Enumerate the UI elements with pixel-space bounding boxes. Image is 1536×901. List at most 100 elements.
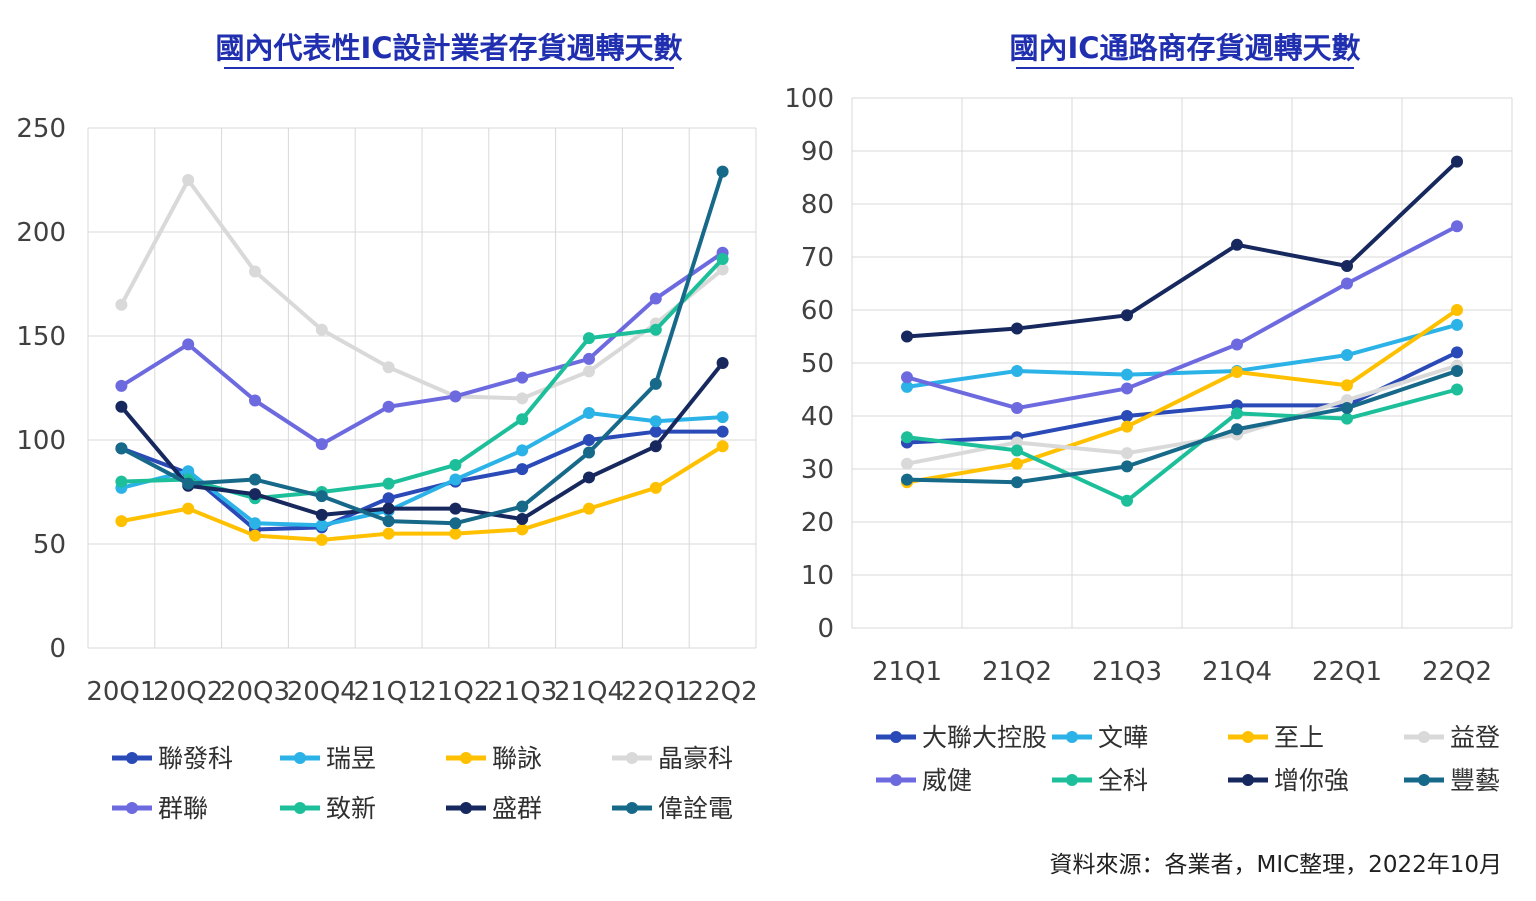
y-tick-label: 90 (801, 137, 834, 167)
right-series (901, 155, 1463, 507)
data-point (249, 517, 261, 530)
x-tick-label: 21Q1 (354, 677, 424, 707)
legend-item: 偉詮電 (612, 794, 733, 823)
series-line (905, 363, 1459, 466)
y-tick-label: 20 (801, 508, 834, 538)
data-point (1231, 423, 1243, 436)
data-point (1451, 318, 1463, 331)
data-point (516, 371, 529, 384)
x-tick-label: 21Q4 (1202, 657, 1272, 687)
data-point (583, 471, 595, 484)
y-tick-label: 50 (801, 349, 834, 379)
legend-label: 盛群 (492, 794, 542, 823)
data-point (516, 392, 529, 405)
data-point (115, 298, 128, 311)
data-point (1341, 412, 1353, 425)
data-point (901, 330, 913, 343)
data-point (901, 431, 913, 444)
data-point (901, 380, 913, 393)
data-point (1341, 260, 1353, 273)
data-point (1121, 382, 1133, 395)
legend-item: 增你強 (1228, 766, 1349, 795)
data-point (583, 434, 595, 446)
data-point (901, 473, 913, 486)
data-point (583, 365, 595, 378)
data-point (115, 379, 128, 392)
data-point (1011, 402, 1023, 415)
data-point (449, 390, 462, 403)
series-line (119, 429, 725, 532)
series-5 (115, 246, 729, 451)
legend-item: 晶豪科 (612, 744, 733, 773)
data-point (583, 406, 595, 419)
data-point (1341, 277, 1353, 290)
series-line (119, 444, 725, 542)
x-tick-label: 22Q1 (621, 677, 691, 707)
legend-label: 聯詠 (492, 744, 542, 773)
data-point (1341, 379, 1353, 392)
data-point (449, 517, 462, 530)
y-tick-label: 70 (801, 243, 834, 273)
data-point (115, 475, 128, 488)
data-point (583, 502, 595, 515)
series-line (905, 350, 1459, 445)
data-point (1451, 383, 1463, 396)
y-tick-label: 10 (801, 561, 834, 591)
series-8 (115, 165, 729, 530)
legend-swatch-marker (626, 802, 638, 814)
data-point (516, 523, 529, 536)
x-tick-label: 21Q2 (982, 657, 1052, 687)
data-point (182, 338, 195, 351)
data-point (115, 442, 128, 455)
x-tick-label: 21Q3 (1092, 657, 1162, 687)
data-point (1451, 346, 1463, 359)
data-point (1341, 402, 1353, 415)
data-point (516, 413, 529, 426)
legend-label: 至上 (1274, 723, 1324, 752)
x-tick-label: 21Q4 (554, 677, 624, 707)
data-point (649, 415, 662, 428)
data-point (449, 527, 462, 540)
data-point (516, 463, 529, 476)
data-point (716, 357, 729, 370)
y-tick-label: 50 (33, 530, 66, 560)
y-tick-label: 250 (16, 114, 66, 144)
data-point (1451, 364, 1463, 377)
legend-swatch-marker (1242, 774, 1254, 786)
y-tick-label: 0 (817, 614, 834, 644)
data-point (716, 411, 729, 424)
data-point (649, 425, 662, 438)
data-point (649, 440, 662, 453)
legend-label: 群聯 (158, 794, 208, 823)
legend-item: 盛群 (446, 794, 542, 823)
data-point (1121, 494, 1133, 507)
legend-label: 益登 (1450, 723, 1500, 752)
series-line (119, 250, 725, 447)
data-point (449, 502, 462, 515)
legend-label: 增你強 (1274, 766, 1349, 795)
data-point (1231, 407, 1243, 420)
series-3 (115, 440, 729, 546)
y-tick-label: 30 (801, 455, 834, 485)
data-point (249, 473, 261, 486)
data-point (382, 361, 395, 374)
data-point (382, 492, 395, 505)
data-point (1121, 447, 1133, 460)
legend-label: 偉詮電 (658, 794, 733, 823)
legend-item: 全科 (1052, 766, 1148, 795)
legend-label: 全科 (1098, 766, 1148, 795)
legend-label: 大聯大控股 (922, 723, 1047, 752)
data-point (516, 500, 529, 513)
legend-label: 文曄 (1098, 723, 1148, 752)
legend-swatch-marker (626, 752, 638, 764)
data-point (249, 265, 261, 278)
y-tick-label: 40 (801, 402, 834, 432)
legend-swatch-marker (1418, 774, 1430, 786)
right-chart-title: 國內IC通路商存貨週轉天數 (1009, 31, 1360, 65)
legend-label: 瑞昱 (326, 744, 376, 773)
data-point (1011, 476, 1023, 489)
series-line (905, 159, 1459, 339)
